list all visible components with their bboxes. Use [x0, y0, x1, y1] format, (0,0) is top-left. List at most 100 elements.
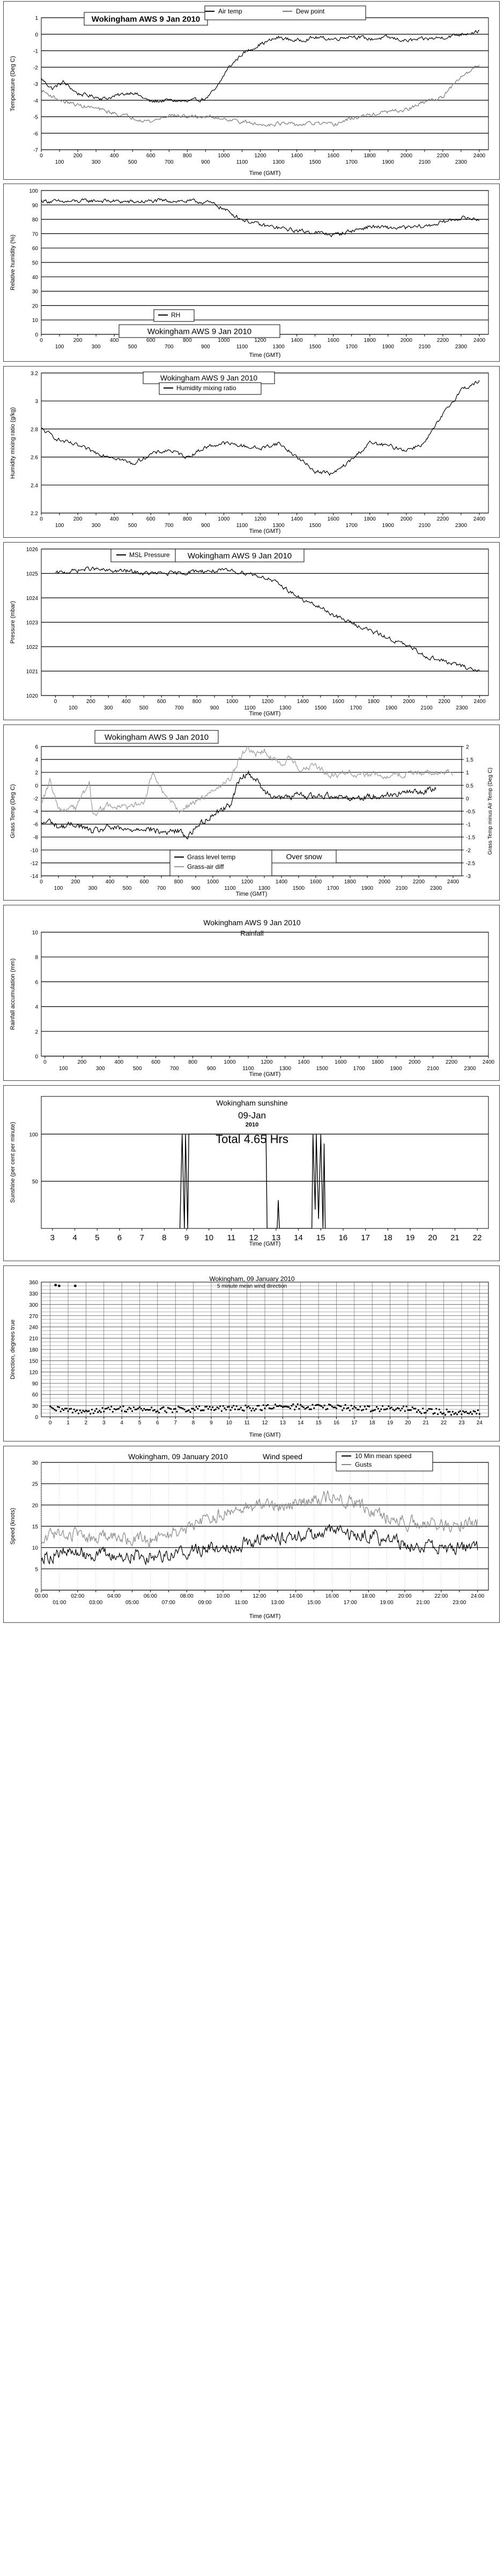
wind-direction-point — [306, 1407, 308, 1409]
y-tick-label: -6 — [33, 822, 38, 828]
wind-direction-point — [110, 1406, 113, 1408]
x-tick-label: 19:00 — [380, 1600, 394, 1606]
chart-svg: 10-1-2-3-4-5-6-70 200 400 600 800 1000 1200 140… — [10, 5, 489, 177]
y-tick-label: 70 — [32, 231, 39, 237]
x-tick-label: 300 — [96, 1066, 105, 1072]
wind-direction-point — [425, 1411, 427, 1414]
y-tick-label: 0 — [35, 1054, 38, 1060]
wind-direction-point — [158, 1411, 160, 1414]
wind-direction-point — [322, 1407, 324, 1409]
x-tick-label: 1300 — [272, 523, 285, 529]
x-tick-label: 1500 — [309, 523, 321, 529]
x-tick-label: 500 — [128, 344, 137, 350]
y-tick-label: 3.2 — [31, 371, 38, 377]
wind-direction-point — [86, 1410, 88, 1413]
x-tick-label: 17 — [351, 1420, 358, 1426]
x-tick-label: 1900 — [386, 705, 398, 711]
wind-direction-point — [247, 1406, 249, 1408]
x-tick-label: 900 — [210, 705, 219, 711]
x-tick-label: 2400 — [473, 516, 486, 522]
x-tick-label: 15 — [316, 1233, 325, 1242]
legend-box — [169, 850, 272, 876]
wind-direction-point — [201, 1409, 203, 1411]
wind-direction-point — [244, 1404, 247, 1407]
x-tick-label: 800 — [188, 1059, 197, 1065]
x-tick-label: 700 — [165, 344, 174, 350]
x-tick-label: 2200 — [437, 153, 449, 159]
x-tick-label: 2300 — [464, 1066, 476, 1072]
series-line-rh — [41, 198, 480, 238]
wind-direction-point — [329, 1404, 331, 1406]
chart-svg: 30 25 20 15 10 5 000:00 02:00 04:00 06:00 08:00 10:… — [10, 1451, 489, 1620]
x-tick-label: 11 — [227, 1233, 236, 1242]
wind-direction-point — [313, 1407, 315, 1409]
x-tick-label: 24 — [477, 1420, 483, 1426]
wind-direction-point — [128, 1407, 130, 1409]
x-tick-label: 10 — [226, 1420, 233, 1426]
x-tick-label: 1700 — [346, 344, 358, 350]
wind-direction-point — [447, 1411, 449, 1413]
chart-panel-2: 100 90 80 70 60 50 40 30 20 10 0 0 200 400 600 800 1000 1… — [3, 184, 500, 362]
x-tick-label: 13 — [272, 1233, 281, 1242]
wind-direction-point — [392, 1408, 394, 1410]
wind-direction-point — [179, 1407, 181, 1409]
wind-direction-point — [265, 1404, 268, 1407]
wind-direction-point — [312, 1403, 314, 1406]
x-tick-label: 900 — [191, 885, 201, 891]
x-tick-label: 2400 — [483, 1059, 495, 1065]
wind-direction-point — [138, 1406, 141, 1408]
wind-direction-point — [243, 1410, 245, 1412]
x-tick-label: 1500 — [309, 344, 321, 350]
x-tick-label: 1100 — [236, 159, 248, 165]
wind-direction-point — [130, 1408, 132, 1410]
wind-direction-point — [451, 1410, 454, 1413]
y-tick-label: 90 — [32, 1381, 39, 1387]
y-tick-label: 80 — [32, 217, 39, 223]
x-tick-label: 800 — [192, 699, 202, 705]
chart-title: Wokingham AWS 9 Jan 2010 — [203, 918, 301, 927]
x-tick-label: 600 — [146, 153, 155, 159]
x-tick-label: 22:00 — [434, 1593, 448, 1599]
wind-direction-point — [240, 1407, 242, 1409]
wind-direction-point — [145, 1409, 147, 1411]
x-tick-label: 1600 — [335, 1059, 347, 1065]
x-tick-label: 20 — [405, 1420, 411, 1426]
y-tick-label: -3 — [33, 82, 38, 87]
x-axis-title: Time (GMT) — [249, 352, 281, 358]
wind-direction-point — [436, 1413, 439, 1415]
y-tick-label: 1023 — [26, 620, 39, 626]
legend-label: RH — [171, 311, 180, 319]
x-tick-label: 2200 — [413, 879, 425, 885]
x-tick-label: 2000 — [409, 1059, 421, 1065]
wind-direction-point — [136, 1408, 138, 1410]
x-tick-label: 2300 — [455, 523, 468, 529]
y-tick-label: 1 — [35, 16, 38, 21]
wind-direction-point — [153, 1409, 155, 1411]
wind-direction-point — [256, 1404, 258, 1407]
wind-direction-point — [457, 1411, 460, 1413]
wind-direction-point — [149, 1409, 151, 1411]
wind-direction-point — [462, 1410, 464, 1413]
x-tick-label: 12 — [262, 1420, 268, 1426]
wind-direction-point — [314, 1404, 317, 1407]
wind-direction-point — [342, 1409, 344, 1411]
wind-direction-point — [474, 1410, 476, 1413]
y-axis-title: Pressure (mbar) — [10, 601, 16, 643]
wind-direction-point — [203, 1409, 205, 1411]
legend-box — [336, 1451, 433, 1472]
wind-direction-point — [252, 1407, 254, 1409]
wind-direction-point — [170, 1408, 172, 1410]
y-tick-label: 0 — [35, 1588, 38, 1594]
wind-direction-point — [431, 1408, 433, 1410]
y-tick-label: 330 — [29, 1291, 38, 1297]
x-tick-label: 400 — [110, 516, 119, 522]
wind-direction-point — [368, 1406, 370, 1408]
y-tick-label: 6 — [35, 979, 38, 985]
wind-direction-point — [344, 1404, 346, 1406]
x-tick-label: 2000 — [401, 153, 413, 159]
wind-direction-point — [165, 1411, 168, 1414]
x-tick-label: 1500 — [309, 159, 321, 165]
x-tick-label: 700 — [170, 1066, 179, 1072]
x-tick-label: 200 — [73, 153, 83, 159]
